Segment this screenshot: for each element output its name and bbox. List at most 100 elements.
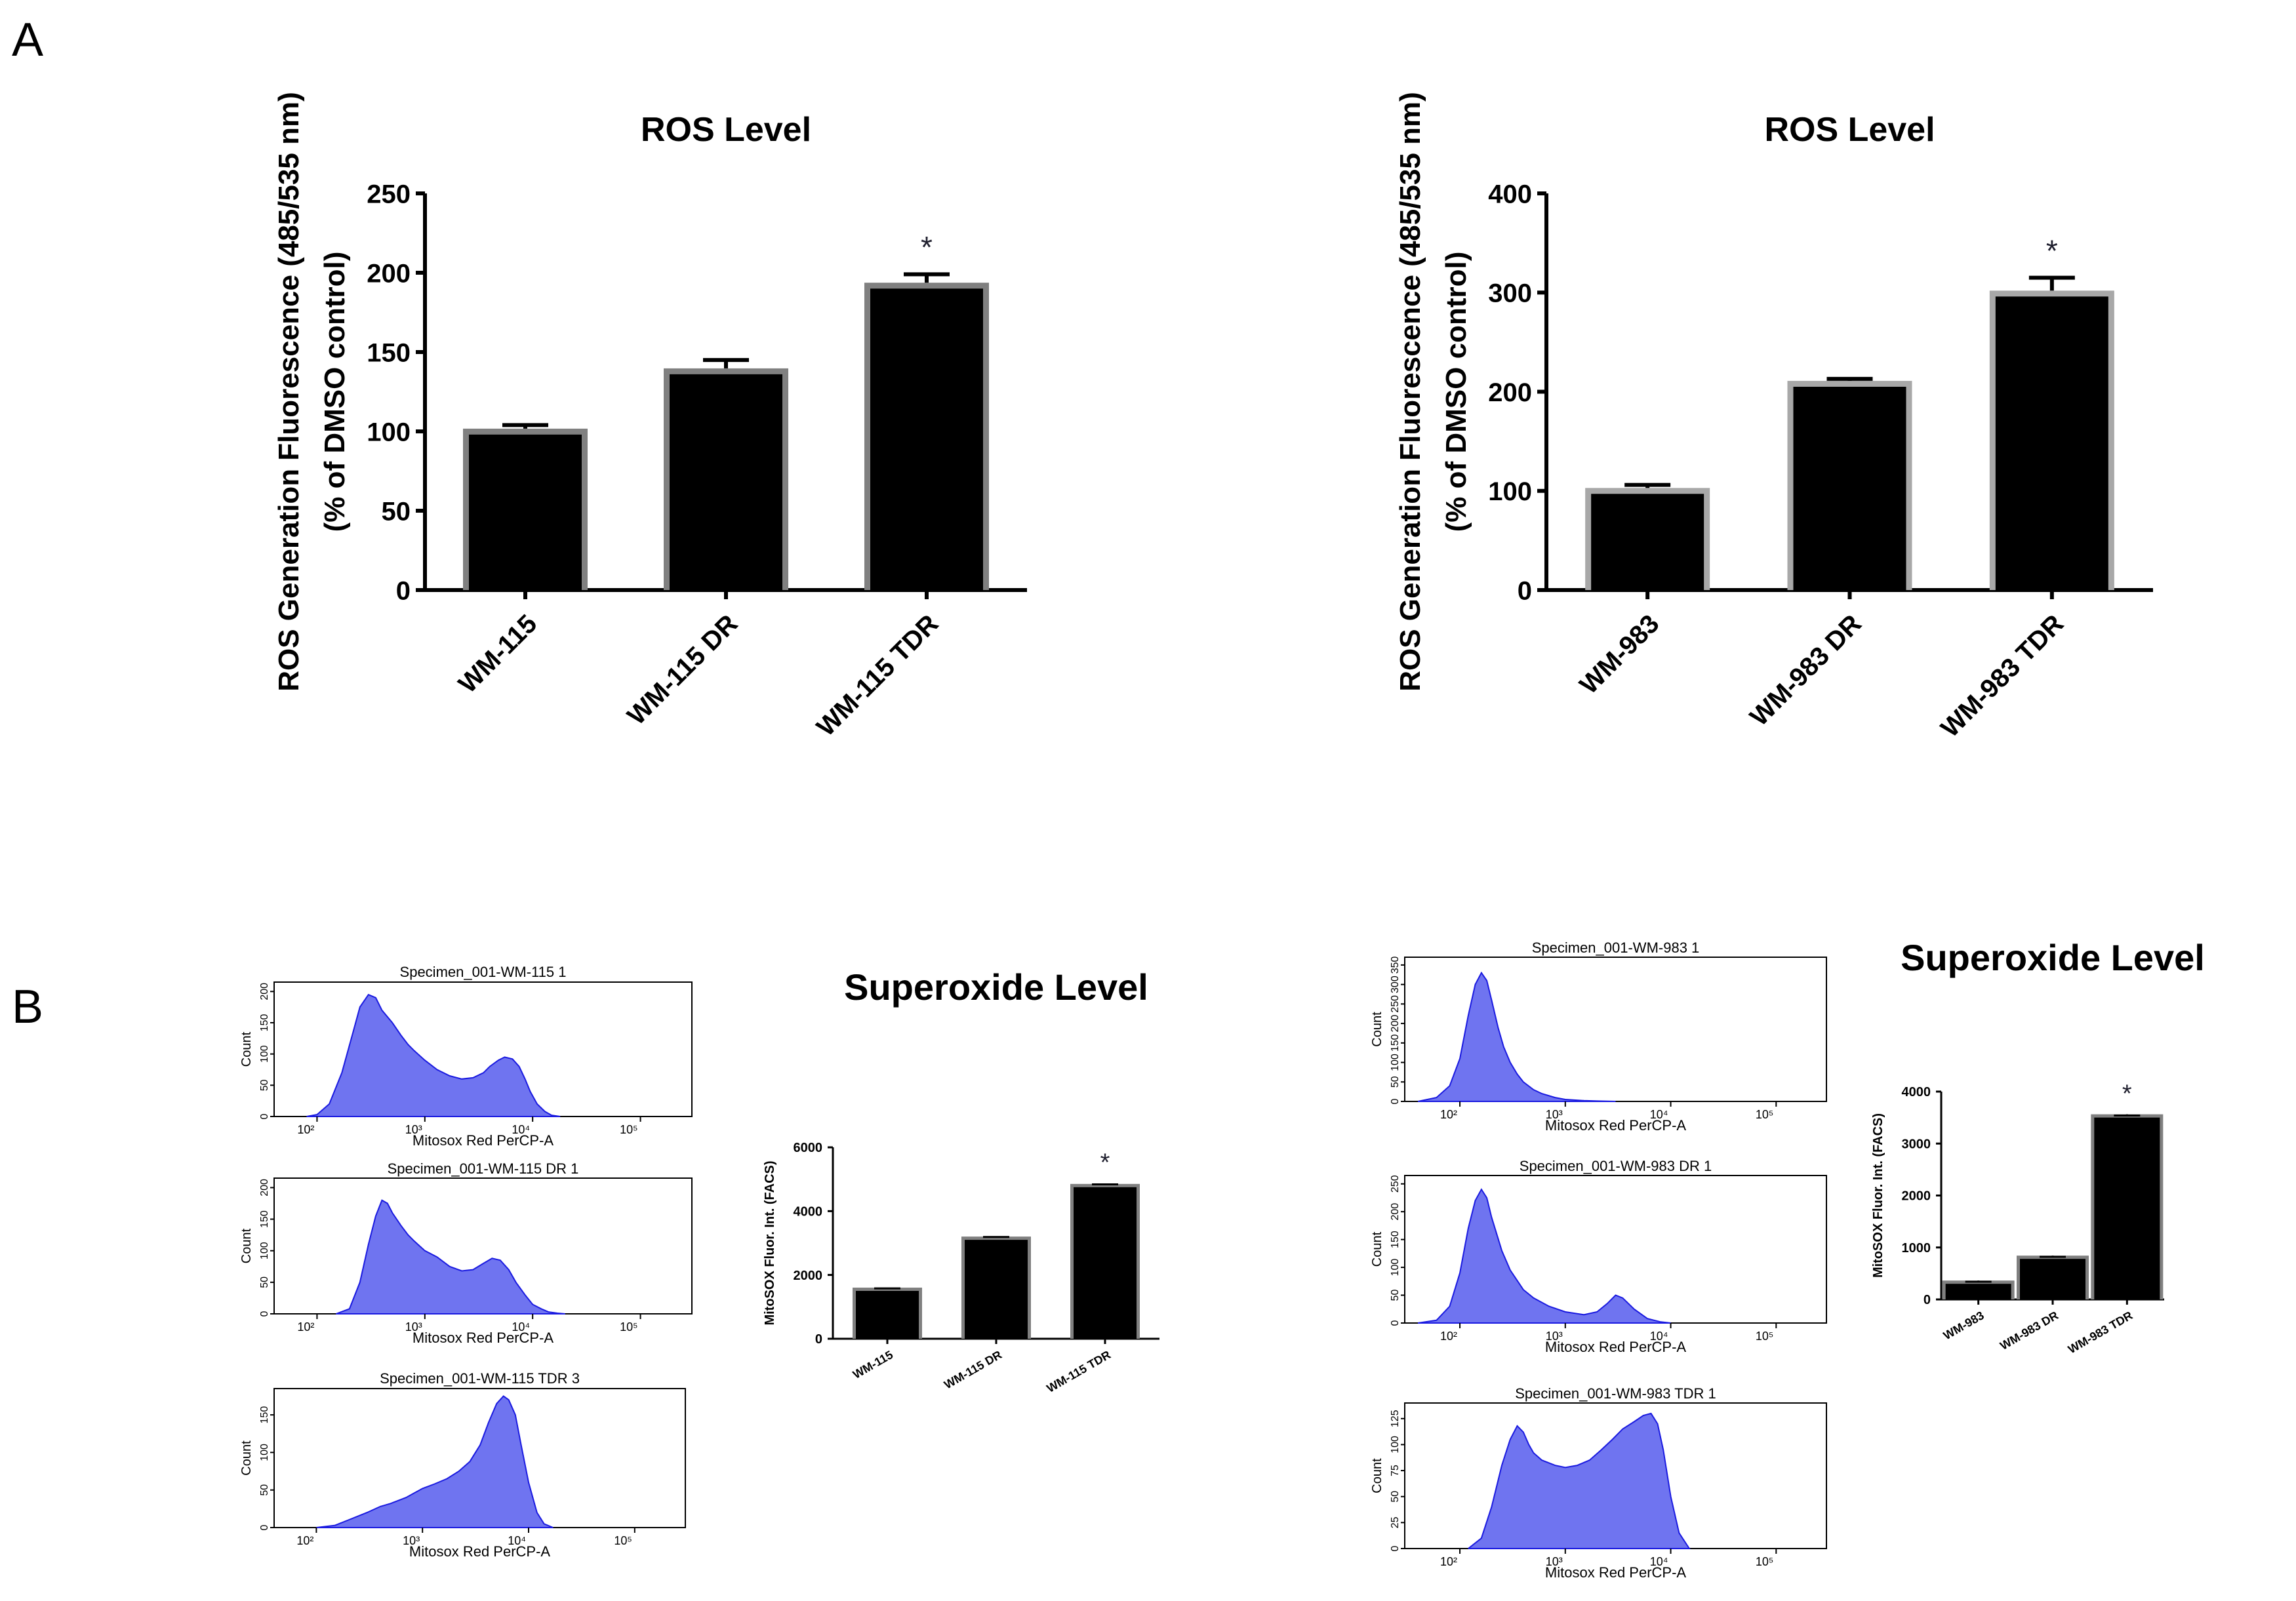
x-tick-label: 10² — [297, 1123, 314, 1136]
bar — [1793, 386, 1906, 590]
y-tick-label: 150 — [259, 1406, 270, 1424]
hist_wm983_dr-histogram: Specimen_001-WM-983 DR 1 0 50 100 150 200 250 C… — [1370, 1158, 1827, 1355]
y-tick-label: 250 — [1390, 1175, 1401, 1193]
y-axis-label: MitoSOX Fluor. Int. (FACS) — [1871, 1113, 1885, 1278]
bar — [670, 374, 782, 590]
bar — [2094, 1117, 2160, 1299]
x-axis-label: Mitosox Red PerCP-A — [413, 1132, 554, 1149]
y-tick-label: 50 — [382, 497, 411, 526]
y-tick-label: 50 — [259, 1484, 270, 1496]
y-axis-label: Count — [1370, 1012, 1384, 1047]
chart-title: Superoxide Level — [1901, 937, 2205, 978]
x-tick-label: 10⁴ — [1650, 1108, 1668, 1121]
superoxide_wm983-chart: Superoxide Level MitoSOX Fluor. Int. (FAC… — [1871, 937, 2205, 1356]
y-tick-label: 300 — [1488, 279, 1532, 308]
x-tick-label: WM-115 DR — [622, 609, 743, 730]
y-axis-label: ROS Generation Fluorescence (485/535 nm) — [1394, 92, 1426, 692]
x-axis-label: Mitosox Red PerCP-A — [1545, 1339, 1687, 1355]
y-tick-label: 25 — [1390, 1516, 1401, 1528]
x-tick-label: 10⁵ — [620, 1123, 637, 1136]
chart-title: ROS Level — [641, 111, 811, 149]
significance-marker: * — [2046, 233, 2058, 267]
x-tick-label: WM-115 TDR — [811, 609, 944, 741]
hist_wm115_dr-histogram: Specimen_001-WM-115 DR 1 0 50 100 150 200 Coun… — [239, 1160, 693, 1346]
bar — [1945, 1284, 2011, 1299]
bar — [870, 288, 983, 590]
histogram-area — [1417, 1188, 1671, 1324]
superoxide_wm115-chart: Superoxide Level MitoSOX Fluor. Int. (FAC… — [763, 966, 1159, 1395]
x-tick-label: WM-983 TDR — [1935, 609, 2069, 743]
y-axis-label: Count — [239, 1440, 254, 1476]
y-tick-label: 50 — [1390, 1491, 1401, 1503]
histogram-title: Specimen_001-WM-115 TDR 3 — [380, 1370, 580, 1387]
y-axis-label: ROS Generation Fluorescence (485/535 nm) — [273, 92, 305, 692]
histogram-area — [316, 1395, 554, 1528]
x-tick-label: 10² — [1440, 1555, 1457, 1568]
histogram-title: Specimen_001-WM-983 TDR 1 — [1515, 1385, 1716, 1402]
bar — [965, 1240, 1028, 1339]
hist_wm115_tdr-histogram: Specimen_001-WM-115 TDR 3 0 50 100 150 Count 1… — [239, 1370, 686, 1560]
x-tick-label: WM-115 TDR — [1045, 1348, 1113, 1395]
histogram-area — [306, 993, 561, 1117]
x-tick-label: 10³ — [403, 1534, 420, 1547]
y-tick-label: 150 — [259, 1014, 270, 1032]
y-tick-label: 50 — [1390, 1076, 1401, 1088]
y-tick-label: 100 — [259, 1242, 270, 1259]
y-tick-label: 100 — [259, 1045, 270, 1063]
y-tick-label: 150 — [367, 338, 411, 367]
histogram-area — [1417, 971, 1616, 1102]
y-tick-label: 100 — [1390, 1054, 1401, 1071]
x-tick-label: 10³ — [1546, 1555, 1563, 1568]
chart-title: Superoxide Level — [844, 966, 1148, 1008]
chart-title: ROS Level — [1764, 111, 1935, 149]
y-tick-label: 100 — [1488, 477, 1532, 506]
histogram-area — [336, 1199, 565, 1314]
y-tick-label: 0 — [259, 1311, 270, 1316]
y-tick-label: 200 — [367, 259, 411, 288]
x-tick-label: WM-983 TDR — [2066, 1309, 2135, 1356]
y-tick-label: 6000 — [794, 1141, 823, 1155]
y-tick-label: 0 — [815, 1332, 822, 1347]
histogram-title: Specimen_001-WM-983 1 — [1532, 939, 1700, 956]
x-tick-label: 10² — [1440, 1330, 1457, 1343]
bar — [1995, 296, 2108, 590]
y-tick-label: 4000 — [794, 1205, 823, 1219]
y-axis-label: Count — [239, 1031, 254, 1067]
panel-label-b: B — [12, 981, 43, 1033]
bar — [1074, 1187, 1137, 1339]
x-tick-label: 10³ — [1546, 1108, 1563, 1121]
hist_wm983_tdr-histogram: Specimen_001-WM-983 TDR 1 0 25 50 75 100 125 Co… — [1370, 1385, 1827, 1581]
y-tick-label: 0 — [1390, 1545, 1401, 1551]
y-tick-label: 50 — [259, 1079, 270, 1091]
histogram-title: Specimen_001-WM-983 DR 1 — [1520, 1158, 1712, 1174]
panel-label-a: A — [12, 14, 43, 66]
y-tick-label: 0 — [1923, 1293, 1931, 1307]
x-tick-label: 10⁴ — [512, 1320, 530, 1334]
x-tick-label: 10³ — [405, 1123, 422, 1136]
x-tick-label: 10⁴ — [508, 1534, 526, 1547]
y-axis-label-sub: (% of DMSO control) — [319, 252, 351, 532]
x-tick-label: 10³ — [405, 1320, 422, 1334]
y-tick-label: 150 — [1390, 1231, 1401, 1248]
x-tick-label: WM-983 DR — [1998, 1309, 2061, 1353]
histogram-title: Specimen_001-WM-115 DR 1 — [388, 1160, 579, 1177]
y-tick-label: 0 — [259, 1113, 270, 1119]
significance-marker: * — [921, 230, 933, 264]
x-tick-label: 10² — [1440, 1108, 1457, 1121]
x-tick-label: 10⁵ — [1756, 1108, 1773, 1121]
x-tick-label: 10⁴ — [1650, 1330, 1668, 1343]
y-tick-label: 3000 — [1902, 1137, 1931, 1151]
y-axis-label: Count — [239, 1228, 254, 1263]
y-tick-label: 2000 — [1902, 1189, 1931, 1204]
y-tick-label: 200 — [259, 1179, 270, 1196]
x-axis-label: Mitosox Red PerCP-A — [1545, 1117, 1687, 1134]
bar — [1591, 494, 1704, 590]
ros_wm115-chart: ROS Level ROS Generation Fluorescence (48… — [273, 92, 1027, 742]
x-tick-label: WM-115 DR — [942, 1348, 1004, 1391]
x-tick-label: 10⁴ — [512, 1123, 530, 1136]
x-tick-label: 10² — [297, 1320, 314, 1334]
y-tick-label: 1000 — [1902, 1241, 1931, 1255]
significance-marker: * — [2122, 1080, 2132, 1108]
